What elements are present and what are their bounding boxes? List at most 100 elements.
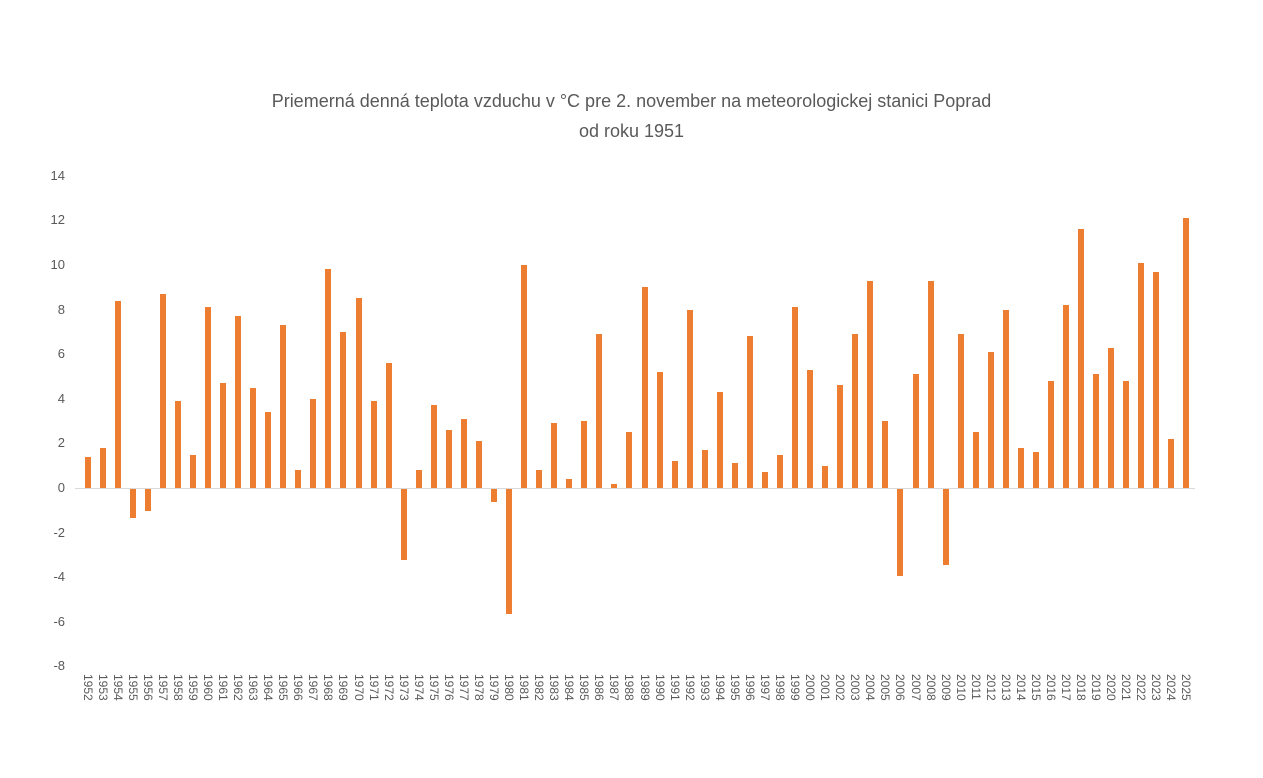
x-axis-label-1959: 1959: [185, 674, 200, 701]
bar-2016: [1047, 380, 1054, 488]
y-axis-label--4: -4: [53, 569, 65, 585]
x-axis-label-2011: 2011: [968, 674, 983, 700]
x-axis-label-2025: 2025: [1179, 674, 1194, 701]
x-axis-label-2008: 2008: [923, 674, 938, 701]
x-axis-label-2018: 2018: [1074, 674, 1089, 701]
y-axis-label--6: -6: [53, 613, 65, 629]
x-axis-label-1978: 1978: [471, 674, 486, 701]
bar-2020: [1108, 347, 1115, 488]
x-axis-label-1968: 1968: [321, 674, 336, 701]
bar-1999: [792, 307, 799, 488]
y-axis-label-2: 2: [57, 435, 65, 451]
bar-2014: [1017, 447, 1024, 488]
x-axis-label-1983: 1983: [547, 674, 562, 701]
bar-2000: [807, 369, 814, 488]
x-axis-label-1974: 1974: [411, 674, 426, 701]
x-axis-label-1985: 1985: [577, 674, 592, 701]
x-axis-label-1969: 1969: [336, 674, 351, 701]
x-axis-label-1994: 1994: [712, 674, 727, 701]
x-axis-label-2012: 2012: [983, 674, 998, 701]
x-axis-label-1952: 1952: [80, 674, 95, 701]
x-axis-label-1980: 1980: [502, 674, 517, 701]
bar-2006: [897, 489, 904, 576]
x-axis-label-1990: 1990: [652, 674, 667, 701]
bar-2003: [852, 334, 859, 488]
bar-1983: [551, 423, 558, 488]
x-axis-label-1995: 1995: [727, 674, 742, 701]
x-axis-label-1970: 1970: [351, 674, 366, 701]
x-axis-label-2020: 2020: [1104, 674, 1119, 701]
y-axis-label-10: 10: [50, 257, 65, 272]
bar-1961: [220, 383, 226, 488]
x-axis-label-1965: 1965: [276, 674, 291, 701]
bar-2008: [927, 280, 934, 488]
x-axis-label-1958: 1958: [170, 674, 185, 701]
x-axis-label-2014: 2014: [1013, 674, 1028, 701]
x-axis-label-1963: 1963: [246, 674, 261, 701]
bar-1977: [460, 418, 467, 488]
x-axis-label-1989: 1989: [637, 674, 652, 701]
bar-2021: [1123, 380, 1130, 488]
x-axis-label-1957: 1957: [155, 674, 170, 701]
bar-1965: [280, 325, 287, 488]
bar-2002: [837, 385, 844, 488]
x-axis-label-1960: 1960: [200, 674, 215, 701]
bar-1957: [159, 293, 166, 488]
x-axis-label-1976: 1976: [441, 674, 456, 701]
bar-1981: [521, 265, 528, 488]
x-axis-label-1982: 1982: [532, 674, 547, 701]
x-axis-label-1971: 1971: [366, 674, 381, 701]
y-axis-label--2: -2: [53, 524, 65, 540]
bar-1968: [325, 269, 332, 488]
x-axis-label-1977: 1977: [456, 674, 471, 701]
x-axis-label-2016: 2016: [1043, 674, 1058, 701]
x-axis-label-1986: 1986: [592, 674, 607, 701]
x-axis-label-2002: 2002: [833, 674, 848, 701]
bar-1976: [445, 430, 452, 488]
bar-1962: [235, 316, 242, 488]
bar-1996: [746, 336, 753, 488]
x-axis-label-2009: 2009: [938, 674, 953, 701]
y-axis-label-6: 6: [57, 346, 65, 362]
x-axis-label-1979: 1979: [486, 674, 501, 701]
x-axis-label-1993: 1993: [697, 674, 712, 701]
bar-1974: [415, 470, 422, 488]
x-axis-label-2007: 2007: [908, 674, 923, 701]
x-axis-label-1964: 1964: [261, 674, 276, 701]
bar-1970: [355, 298, 362, 488]
x-axis-label-1998: 1998: [773, 674, 787, 701]
x-axis-label-2024: 2024: [1164, 674, 1179, 701]
bar-1990: [656, 372, 663, 488]
bar-2018: [1078, 229, 1085, 488]
bar-1953: [99, 447, 106, 488]
x-axis-label-1953: 1953: [95, 674, 110, 701]
chart-title: Priemerná denná teplota vzduchu v °C pre…: [0, 86, 1263, 146]
x-axis-label-1981: 1981: [517, 674, 532, 701]
bar-1982: [536, 470, 543, 488]
bar-2011: [972, 432, 979, 488]
x-axis-label-1997: 1997: [757, 674, 772, 701]
bar-1979: [490, 489, 497, 503]
x-axis-baseline: [75, 488, 1195, 489]
bar-1989: [641, 287, 648, 488]
bar-1955: [129, 489, 136, 518]
bar-1969: [340, 331, 347, 488]
x-axis-label-1956: 1956: [140, 674, 155, 701]
x-axis-label-2010: 2010: [953, 674, 968, 701]
x-axis-label-2013: 2013: [998, 674, 1013, 701]
x-axis-label-2000: 2000: [803, 674, 818, 701]
bar-1966: [295, 470, 302, 488]
bar-1964: [265, 412, 272, 488]
bar-1956: [144, 489, 151, 512]
bar-1997: [761, 472, 768, 488]
x-axis-label-1992: 1992: [682, 674, 697, 701]
bar-1998: [777, 454, 783, 488]
bar-2001: [822, 465, 829, 488]
x-axis-label-1973: 1973: [396, 674, 411, 701]
x-axis-label-1962: 1962: [231, 674, 246, 701]
bar-1991: [671, 461, 678, 488]
x-axis-label-2021: 2021: [1119, 674, 1134, 701]
bar-2012: [987, 351, 994, 488]
x-axis-label-2015: 2015: [1028, 674, 1043, 701]
